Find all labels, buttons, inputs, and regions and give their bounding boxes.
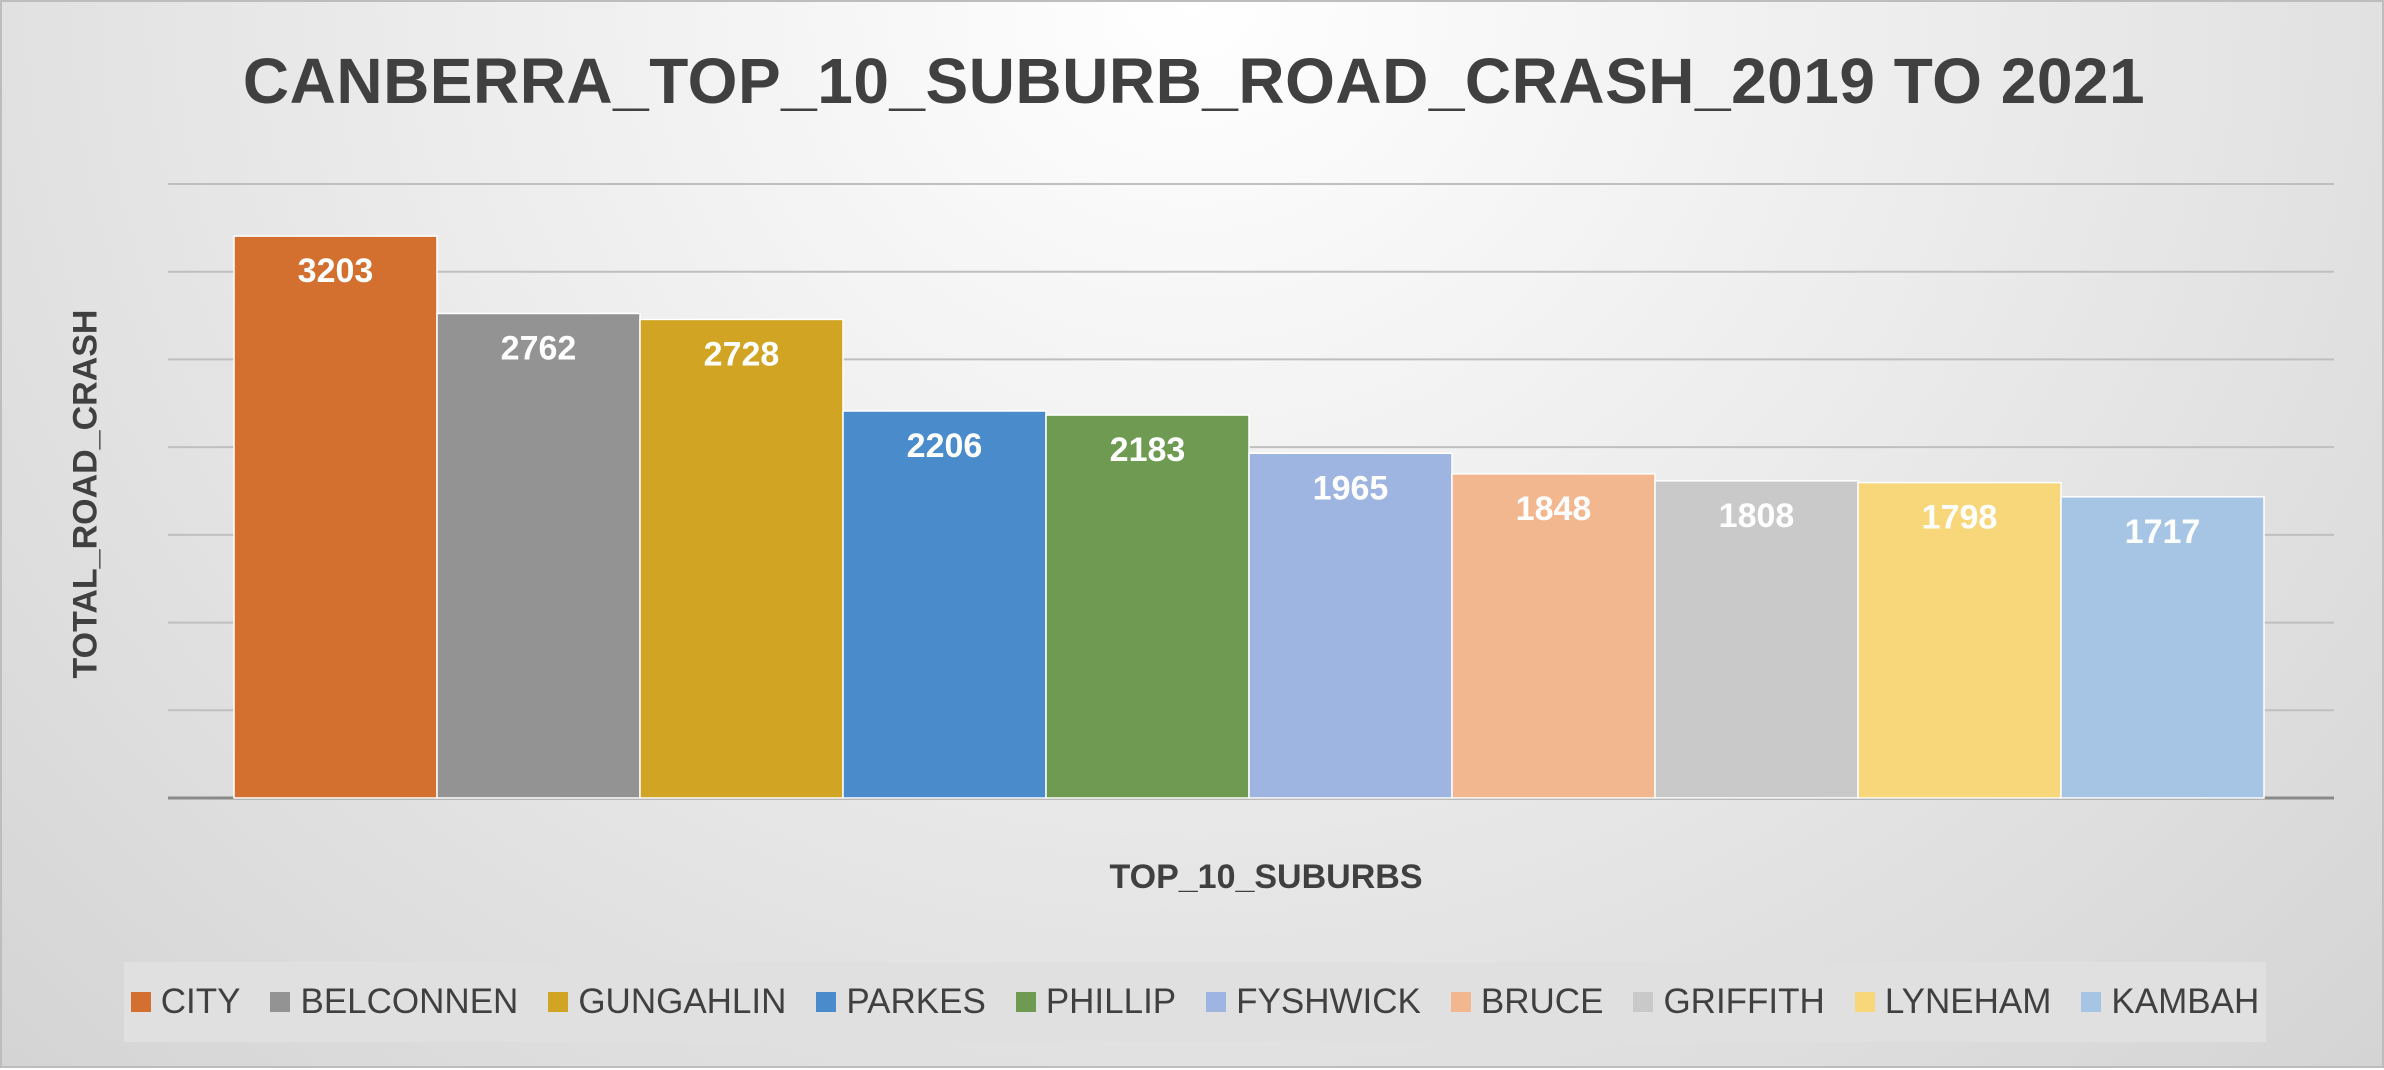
bar-griffith <box>1654 480 1859 799</box>
legend-swatch <box>1854 992 1875 1012</box>
legend-swatch <box>1450 992 1471 1012</box>
legend-swatch <box>548 992 569 1012</box>
bar-belconnen <box>436 312 641 799</box>
data-label-parkes: 2206 <box>907 427 983 465</box>
legend-swatch <box>1633 992 1654 1012</box>
bar-kambah <box>2060 496 2265 799</box>
legend-label: FYSHWICK <box>1236 982 1421 1021</box>
legend-item-bruce: BRUCE <box>1450 982 1604 1022</box>
data-label-lyneham: 1798 <box>1922 499 1998 537</box>
bar-city <box>233 235 438 799</box>
legend-item-kambah: KAMBAH <box>2081 982 2259 1022</box>
legend-item-belconnen: BELCONNEN <box>270 982 518 1022</box>
bar-lyneham <box>1857 481 2062 799</box>
legend-label: BRUCE <box>1480 982 1604 1021</box>
chart-title: CANBERRA_TOP_10_SUBURB_ROAD_CRASH_2019 T… <box>242 45 2146 117</box>
legend-item-city: CITY <box>130 982 241 1022</box>
x-axis-label: TOP_10_SUBURBS <box>1109 858 1423 896</box>
legend: CITY BELCONNEN GUNGAHLIN PARKES PHILLIP FYSHW… <box>124 962 2266 1042</box>
legend-label: GRIFFITH <box>1663 982 1825 1021</box>
legend-label: PARKES <box>846 982 986 1021</box>
legend-swatch <box>1206 992 1227 1012</box>
legend-label: GUNGAHLIN <box>578 982 787 1021</box>
legend-swatch <box>270 992 291 1012</box>
data-label-fyshwick: 1965 <box>1313 469 1389 507</box>
data-label-gungahlin: 2728 <box>704 335 780 373</box>
legend-item-gungahlin: GUNGAHLIN <box>548 982 786 1022</box>
legend-item-parkes: PARKES <box>816 982 986 1022</box>
bar-phillip <box>1045 414 1250 799</box>
legend-swatch <box>1015 992 1036 1012</box>
legend-item-fyshwick: FYSHWICK <box>1206 982 1421 1022</box>
legend-label: CITY <box>160 982 241 1021</box>
legend-label: BELCONNEN <box>300 982 519 1021</box>
legend-item-griffith: GRIFFITH <box>1633 982 1825 1022</box>
legend-swatch <box>130 992 151 1012</box>
data-label-belconnen: 2762 <box>501 329 577 367</box>
legend-item-phillip: PHILLIP <box>1015 982 1177 1022</box>
legend-swatch <box>816 992 837 1012</box>
bar-bruce <box>1451 473 1656 799</box>
legend-label: LYNEHAM <box>1884 982 2052 1021</box>
legend-swatch <box>2081 992 2102 1012</box>
bar-gungahlin <box>639 318 844 799</box>
data-label-phillip: 2183 <box>1110 431 1186 469</box>
legend-label: PHILLIP <box>1045 982 1177 1021</box>
legend-label: KAMBAH <box>2111 982 2260 1021</box>
data-label-city: 3203 <box>298 252 374 290</box>
bar-fyshwick <box>1248 452 1453 799</box>
data-label-bruce: 1848 <box>1516 490 1592 528</box>
data-label-griffith: 1808 <box>1719 497 1795 535</box>
legend-item-lyneham: LYNEHAM <box>1854 982 2052 1022</box>
bar-parkes <box>842 410 1047 799</box>
data-label-kambah: 1717 <box>2125 513 2201 551</box>
